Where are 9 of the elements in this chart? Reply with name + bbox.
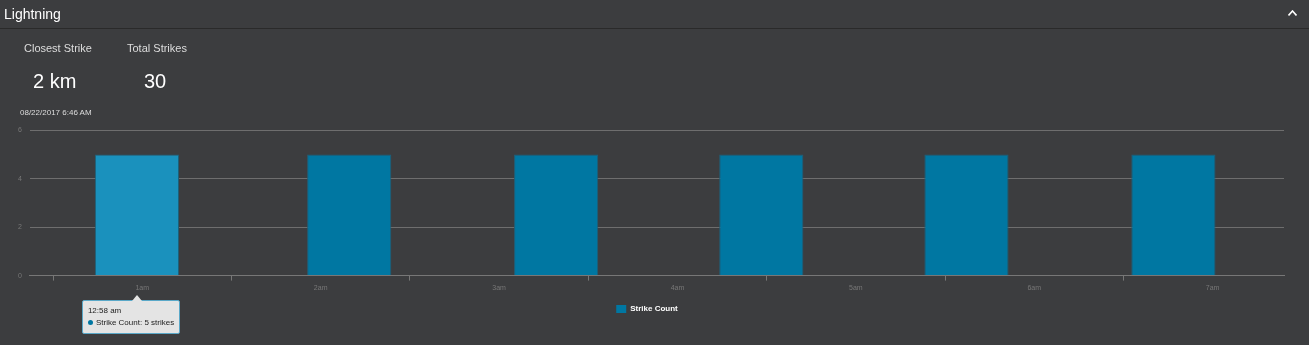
chart-title: Lightning [4, 6, 61, 22]
text: Total Strikes [127, 42, 187, 54]
text: 12:58 am [87, 304, 123, 317]
text: Closest Strike [24, 42, 92, 54]
text: 30 [144, 70, 167, 93]
text: 2 km [33, 70, 77, 93]
legend-label: Strike Count [630, 304, 679, 314]
text: Strike Count: 5 strikes [94, 316, 175, 329]
text: 08/22/2017 6:46 AM [20, 108, 92, 117]
